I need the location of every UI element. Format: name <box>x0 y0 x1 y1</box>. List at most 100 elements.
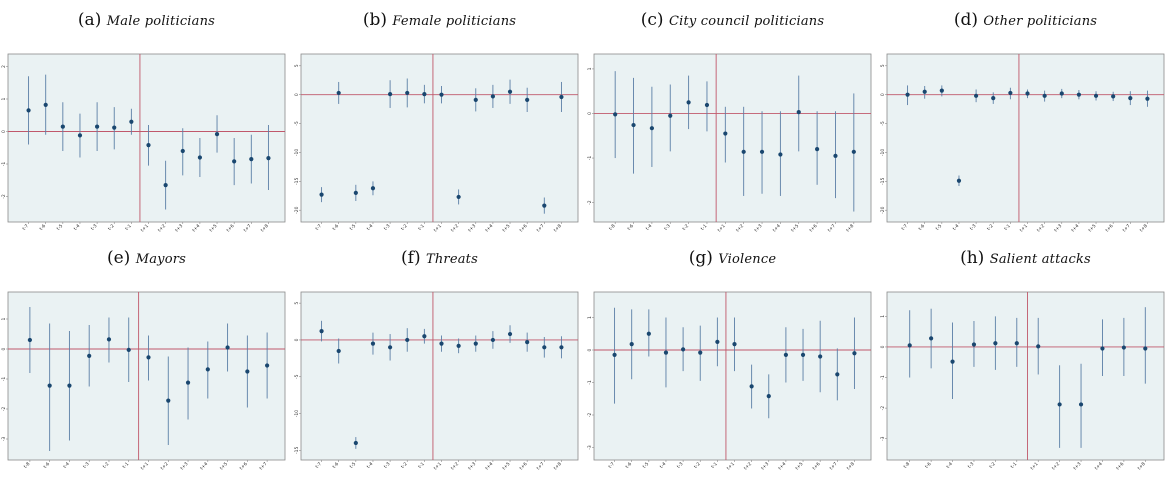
x-tick-label: t-1 <box>417 223 426 232</box>
y-tick-label: -1 <box>587 156 593 161</box>
x-tick-label: t-3 <box>383 461 392 470</box>
x-tick-label: t-4 <box>73 223 82 232</box>
y-tick-label: -3 <box>587 445 593 450</box>
x-tick-label: t+2 <box>450 223 460 233</box>
point-estimate <box>353 190 358 195</box>
point-estimate <box>715 339 720 344</box>
point-estimate <box>1093 93 1099 98</box>
point-estimate <box>456 194 461 200</box>
panel-title: Violence <box>718 252 777 267</box>
panel-label: (h) <box>960 248 985 268</box>
x-tick-label: t-4 <box>366 461 375 470</box>
x-tick-label: t-2 <box>400 461 409 470</box>
point-estimate <box>1008 90 1013 96</box>
x-tick-label: t+6 <box>518 223 528 233</box>
x-tick-label: t+6 <box>239 461 249 471</box>
x-tick-label: t-3 <box>82 461 91 470</box>
x-tick-label: t+3 <box>1072 461 1082 471</box>
x-tick-label: t+6 <box>808 223 818 233</box>
x-tick-label: t+8 <box>1137 461 1147 471</box>
x-tick-label: t+5 <box>208 223 218 233</box>
chart-title: (c) City council politicians <box>586 10 879 30</box>
point-estimate <box>27 337 32 343</box>
point-estimate <box>833 153 838 158</box>
x-tick-label: t+1 <box>717 223 727 233</box>
plot-area: 2 1 0 -1 -2 t-7 t-6 t-5 t-4 t-3 t-2 t-1 t+1 t+2 t+3 t+4… <box>1 53 286 233</box>
chart-panel: (g) Violence 1 0 -1 -2 -3 t-7 t-6 t-5 t-4 t-3 t-2 t-… <box>586 238 879 476</box>
point-estimate <box>87 353 92 358</box>
point-estimate <box>559 345 564 350</box>
point-estimate <box>146 355 151 360</box>
y-tick-label: -10 <box>294 149 300 156</box>
point-estimate <box>26 108 31 113</box>
panel-title: Salient attacks <box>989 252 1091 267</box>
point-estimate <box>749 384 754 389</box>
x-tick-label: t+8 <box>553 461 563 471</box>
x-tick-label: t+5 <box>501 461 511 471</box>
x-tick-label: t-5 <box>642 461 651 470</box>
x-tick-label: t-4 <box>952 223 961 232</box>
point-estimate <box>232 159 237 164</box>
point-estimate <box>1128 96 1133 101</box>
plot-area: 1 0 -1 -2 t-8 t-6 t-4 t-3 t-2 t-1 t+1 t+2 t+3 t+4 t+5 t… <box>587 53 872 233</box>
point-estimate <box>126 347 131 352</box>
x-tick-label: t+8 <box>1139 223 1149 233</box>
chart-panel: (a) Male politicians 2 1 0 -1 -2 t-7 t-6 t-5 t-4 t… <box>0 0 293 238</box>
x-tick-label: t+7 <box>258 461 268 471</box>
point-estimate <box>542 203 547 208</box>
panel-title: Other politicians <box>983 14 1098 29</box>
x-tick-label: t+6 <box>518 461 528 471</box>
point-estimate <box>1057 402 1062 407</box>
point-estimate <box>681 347 686 352</box>
x-tick-label: t-7 <box>21 223 30 232</box>
point-estimate <box>245 369 250 374</box>
plot-frame <box>300 291 579 461</box>
y-tick-label: 0 <box>880 93 886 96</box>
point-estimate <box>67 383 72 388</box>
x-tick-label: t-7 <box>900 223 909 232</box>
x-tick-label: t+6 <box>1115 461 1125 471</box>
y-tick-label: 0 <box>880 345 886 348</box>
chart-panel: (h) Salient attacks 1 0 -1 -2 -3 t-8 t-6 t-4 t-3 t… <box>879 238 1172 476</box>
point-estimate <box>939 88 944 93</box>
x-tick-label: t-6 <box>331 461 340 470</box>
point-estimate <box>473 97 478 102</box>
x-tick-label: t-8 <box>902 461 911 470</box>
x-tick-label: t+3 <box>753 223 763 233</box>
y-tick-label: 1 <box>587 67 593 70</box>
y-tick-label: -15 <box>294 178 300 185</box>
y-tick-label: 1 <box>587 316 593 319</box>
y-tick-label: 5 <box>294 302 300 305</box>
point-estimate <box>668 113 673 118</box>
panel-title: Female politicians <box>392 14 517 29</box>
y-tick-label: -2 <box>587 200 593 205</box>
point-estimate <box>47 383 52 388</box>
panel-title: Mayors <box>135 252 187 267</box>
x-tick-label: t-4 <box>62 461 71 470</box>
plot-frame <box>7 53 286 223</box>
plot-area: 1 0 -1 -2 -3 t-8 t-6 t-4 t-3 t-2 t-1 t+1 t+2 t+3 t+4 t+… <box>1 291 286 471</box>
x-tick-label: t-3 <box>967 461 976 470</box>
point-estimate <box>473 341 478 346</box>
x-tick-label: t-1 <box>417 461 426 470</box>
x-tick-label: t-3 <box>90 223 99 232</box>
x-tick-label: t+4 <box>777 461 787 471</box>
point-estimate <box>766 394 771 399</box>
x-tick-label: t-2 <box>986 223 995 232</box>
x-tick-label: t-5 <box>935 223 944 232</box>
y-tick-label: -20 <box>294 206 300 213</box>
point-estimate <box>1100 346 1105 351</box>
panel-label: (f) <box>401 248 421 268</box>
point-estimate <box>723 131 728 136</box>
y-tick-label: -10 <box>880 149 886 156</box>
y-tick-label: 0 <box>587 112 593 115</box>
point-estimate <box>704 102 710 108</box>
x-tick-label: t-6 <box>42 461 51 470</box>
x-tick-label: t-8 <box>23 461 32 470</box>
x-tick-label: t+2 <box>1036 223 1046 233</box>
x-tick-label: t-1 <box>1010 461 1019 470</box>
point-estimate <box>971 342 977 347</box>
plot-frame <box>7 291 286 461</box>
point-estimate <box>439 92 444 97</box>
y-tick-label: -5 <box>294 121 300 126</box>
